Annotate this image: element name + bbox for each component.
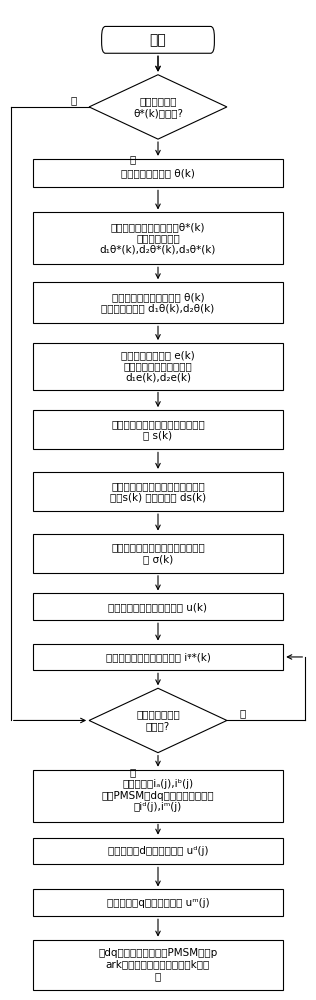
FancyBboxPatch shape (102, 26, 214, 53)
Bar (33, 838, 283, 864)
Text: 电流环控制周期
是否到?: 电流环控制周期 是否到? (136, 710, 180, 731)
Bar (33, 593, 283, 620)
Text: 否: 否 (240, 708, 246, 718)
Polygon shape (89, 688, 227, 753)
Bar (33, 159, 283, 187)
Text: 采集线电流iₐ(j),iᵇ(j)
计算PMSM在dq坐标下的交直轴电
流iᵈ(j),iᵐ(j): 采集线电流iₐ(j),iᵇ(j) 计算PMSM在dq坐标下的交直轴电 流iᵈ(j… (102, 779, 214, 812)
Polygon shape (89, 75, 227, 139)
Text: 是: 是 (130, 154, 136, 164)
Text: 计算位置环的非奇异快速终端滑模
面 σ(k): 计算位置环的非奇异快速终端滑模 面 σ(k) (111, 542, 205, 564)
Text: 开始: 开始 (149, 33, 167, 47)
Bar (33, 770, 283, 822)
Bar (33, 212, 283, 264)
Bar (33, 644, 283, 670)
Text: 判断角度指令
θ*(k)是否到?: 判断角度指令 θ*(k)是否到? (133, 96, 183, 118)
Text: 计算电流环d轴电压控制量 uᵈ(j): 计算电流环d轴电压控制量 uᵈ(j) (108, 846, 208, 856)
Bar (33, 472, 283, 511)
Text: 计算分数阶终端滑模控制量 u(k): 计算分数阶终端滑模控制量 u(k) (108, 602, 208, 612)
Text: 提取电机速度反馈 θ(k): 提取电机速度反馈 θ(k) (121, 168, 195, 178)
Text: 利用微分器求解计算指令θ*(k)
一阶至三阶导数
d₁θ*(k),d₂θ*(k),d₃θ*(k): 利用微分器求解计算指令θ*(k) 一阶至三阶导数 d₁θ*(k),d₂θ*(k)… (100, 222, 216, 255)
Text: 计算电流环q轴电压控制量 uᵐ(j): 计算电流环q轴电压控制量 uᵐ(j) (107, 898, 209, 908)
Text: 是: 是 (130, 767, 136, 777)
Text: 将dq轴电压控制量作为PMSM的逆p
ark变换的输入来完成电机的k步控
制: 将dq轴电压控制量作为PMSM的逆p ark变换的输入来完成电机的k步控 制 (98, 948, 218, 981)
Bar (33, 343, 283, 390)
Bar (33, 282, 283, 323)
Text: 计算位置环的分数阶快速终端滑模
面 s(k): 计算位置环的分数阶快速终端滑模 面 s(k) (111, 419, 205, 441)
Bar (33, 940, 283, 990)
Text: 利用微分器计算分数阶快速终端滑
模面s(k) 的一阶导数 ds(k): 利用微分器计算分数阶快速终端滑 模面s(k) 的一阶导数 ds(k) (110, 481, 206, 502)
Bar (33, 889, 283, 916)
Text: 利用微分器求解计算指令 θ(k)
一阶至三阶导数 d₁θ(k),d₂θ(k): 利用微分器求解计算指令 θ(k) 一阶至三阶导数 d₁θ(k),d₂θ(k) (101, 292, 215, 314)
Text: 否: 否 (70, 95, 76, 105)
Bar (33, 410, 283, 449)
Bar (33, 534, 283, 573)
Text: 计算角度控制误差 e(k)
及其一阶导数和二阶导数
d₁e(k),d₂e(k): 计算角度控制误差 e(k) 及其一阶导数和二阶导数 d₁e(k),d₂e(k) (121, 350, 195, 383)
Text: 计算随动系统的电流环指令 iᵠ*(k): 计算随动系统的电流环指令 iᵠ*(k) (106, 652, 210, 662)
